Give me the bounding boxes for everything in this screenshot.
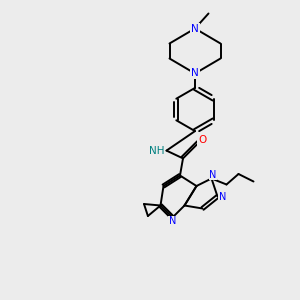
Text: N: N: [191, 68, 199, 79]
Text: N: N: [169, 216, 176, 226]
Text: O: O: [198, 135, 206, 146]
Text: NH: NH: [148, 146, 164, 156]
Text: N: N: [191, 23, 199, 34]
Text: N: N: [209, 169, 217, 180]
Text: N: N: [219, 191, 226, 202]
